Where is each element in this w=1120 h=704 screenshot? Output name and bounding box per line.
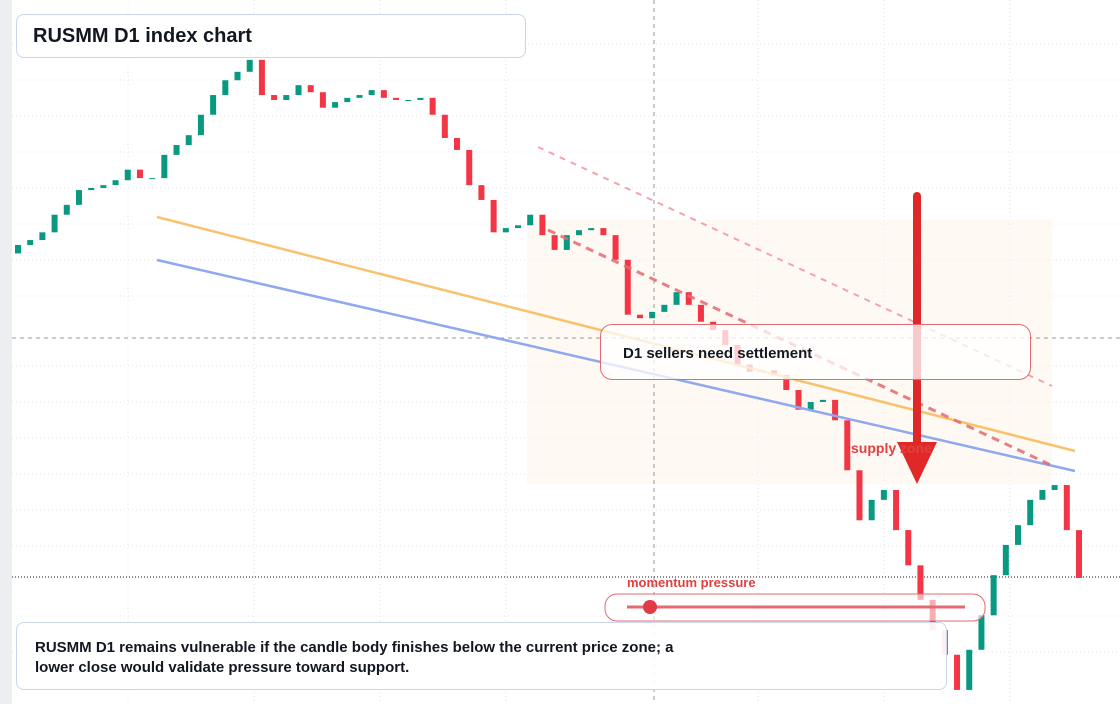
candle-body [1039, 489, 1046, 500]
momentum-knob [643, 600, 657, 614]
candle-body [978, 615, 985, 650]
candle-body [63, 204, 70, 215]
candle-body [807, 401, 814, 410]
candle-body [15, 244, 21, 254]
candle-body [332, 102, 339, 108]
candle-body [636, 314, 643, 319]
candle-body [661, 304, 668, 312]
candle-body [307, 85, 314, 93]
candle-body [527, 214, 534, 226]
candle-body [185, 135, 192, 146]
candle-body [515, 225, 522, 229]
candle-body [429, 97, 436, 115]
candle-body [466, 149, 473, 186]
candle-body [283, 95, 290, 100]
candle-body [795, 390, 802, 410]
settlement-text: D1 sellers need settlement [623, 345, 813, 362]
chart-title: RUSMM D1 index chart [33, 25, 252, 47]
settlement-box: D1 sellers need settlement [600, 324, 1031, 380]
candle-body [197, 114, 204, 136]
candle-body [844, 420, 851, 471]
candle-body [405, 99, 412, 101]
candle-body [880, 489, 887, 500]
candle-body [51, 214, 58, 233]
candle-body [600, 228, 607, 236]
candle-body [368, 90, 375, 96]
candle-body [832, 399, 839, 421]
candle-body [685, 292, 692, 305]
candle-body [344, 97, 351, 103]
candle-body [624, 259, 631, 315]
candle-body [954, 654, 961, 690]
dashed-line [547, 228, 1056, 469]
candle-body [295, 85, 302, 96]
candle-body [417, 97, 424, 100]
candle-body [380, 90, 387, 98]
momentum-label: momentum pressure [627, 575, 756, 590]
candle-body [1015, 525, 1022, 545]
candle-body [673, 292, 680, 305]
candle-body [258, 59, 265, 96]
candle-body [1002, 544, 1009, 576]
candle-body [75, 190, 82, 205]
candle-body [551, 235, 558, 250]
candle-body [819, 399, 826, 402]
candle-body [222, 80, 229, 96]
candle-body [441, 114, 448, 138]
candle-body [990, 575, 997, 616]
candle-body [124, 169, 131, 181]
candle-body [393, 97, 400, 100]
candle-body [612, 235, 619, 260]
candle-body [478, 185, 485, 200]
candle-body [319, 92, 326, 108]
candle-body [1027, 499, 1034, 526]
candle-body [234, 71, 241, 81]
candle-body [917, 565, 924, 600]
candle-body [966, 649, 973, 690]
candle-body [1076, 530, 1082, 578]
note-box: RUSMM D1 remains vulnerable if the candl… [16, 622, 947, 690]
candle-body [173, 145, 180, 155]
candle-body [39, 232, 46, 241]
candle-body [649, 311, 656, 319]
candle-body [136, 169, 143, 179]
supply-label: supply zone [851, 440, 932, 456]
candle-body [575, 230, 582, 236]
candle-body [112, 180, 119, 186]
candle-body [246, 59, 253, 72]
candle-body [697, 304, 704, 322]
note-text: RUSMM D1 remains vulnerable if the candl… [35, 639, 674, 676]
candle-body [161, 154, 168, 179]
candle-body [454, 137, 461, 150]
candle-body [893, 489, 900, 531]
candle-body [490, 199, 497, 233]
candle-body [88, 187, 95, 191]
candle-body [588, 228, 595, 231]
title-box: RUSMM D1 index chart [16, 14, 526, 58]
candle-body [502, 228, 509, 233]
candle-body [356, 95, 363, 98]
candle-body [1063, 485, 1070, 531]
left-edge [0, 0, 12, 704]
candle-body [210, 95, 217, 115]
candle-body [783, 375, 790, 391]
candle-body [149, 178, 156, 180]
candle-body [1051, 485, 1058, 490]
candle-body [100, 185, 107, 188]
candle-body [868, 499, 875, 521]
candle-body [271, 95, 278, 100]
candle-body [539, 214, 546, 236]
candle-body [856, 470, 863, 521]
candle-body [27, 240, 34, 245]
arrow-head [897, 442, 937, 484]
candle-body [905, 530, 912, 566]
candle-body [563, 235, 570, 250]
